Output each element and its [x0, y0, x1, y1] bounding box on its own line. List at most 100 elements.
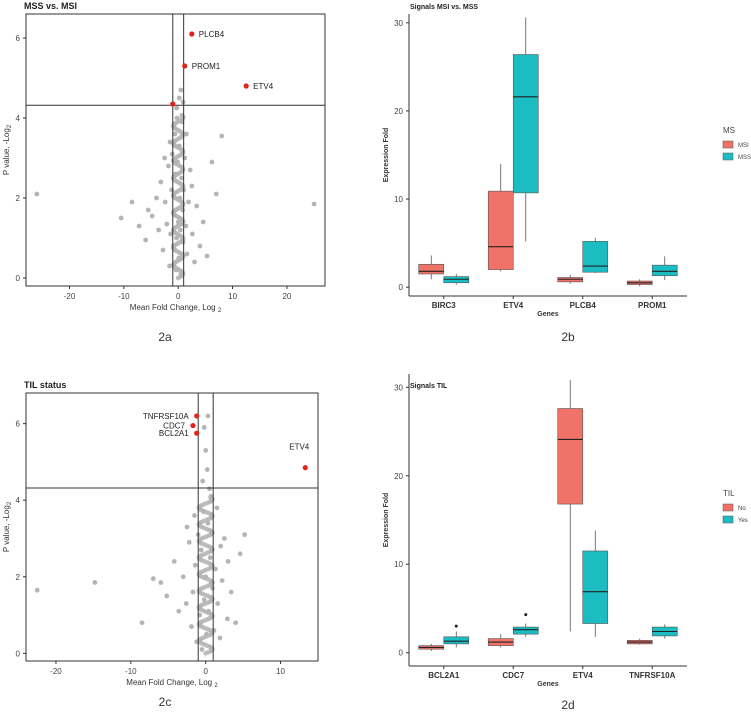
data-point: [177, 227, 183, 233]
y-tick-label: 6: [16, 420, 21, 429]
x-tick-label: ETV4: [573, 671, 594, 680]
legend-title: MS: [723, 126, 735, 135]
data-point: [156, 227, 162, 233]
data-point: [237, 551, 243, 557]
data-point: [225, 559, 231, 564]
chart-title: MSS vs. MSI: [24, 1, 77, 11]
box-yes: [582, 550, 609, 624]
y-tick-label: 10: [394, 195, 403, 204]
x-tick-label: 10: [276, 667, 285, 676]
outlier-point: [454, 624, 458, 628]
y-axis-label: Expression Fold: [383, 493, 390, 547]
chart-title: Signals MSI vs. MSS: [410, 4, 478, 11]
x-tick-label: TNFRSF10A: [629, 671, 675, 680]
highlight-point: [302, 465, 308, 471]
x-axis-label-sub: 2: [214, 683, 218, 689]
data-point: [180, 99, 186, 105]
x-axis-label: Mean Fold Change, Log 2: [126, 678, 218, 689]
highlight-point: [194, 413, 200, 419]
legend-label: MSI: [738, 143, 749, 149]
y-tick-label: 0: [399, 283, 404, 292]
data-point: [158, 179, 164, 185]
legend-swatch-yes: [722, 515, 734, 524]
y-tick-label: 4: [16, 496, 21, 505]
x-tick-label: -10: [125, 667, 137, 676]
highlight-point: [194, 430, 200, 436]
data-point: [139, 620, 145, 626]
data-point: [162, 199, 168, 205]
data-point: [176, 608, 182, 614]
y-tick-label: 2: [16, 573, 21, 582]
data-point: [215, 601, 221, 606]
data-point: [213, 566, 218, 572]
y-tick-label: 6: [16, 34, 21, 43]
data-point: [201, 425, 207, 430]
highlight-label: PLCB4: [199, 30, 225, 39]
data-point: [168, 231, 174, 237]
data-point: [164, 221, 170, 227]
data-point: [207, 486, 212, 492]
plot-frame: [25, 392, 319, 662]
x-tick-label: 20: [282, 292, 291, 301]
data-point: [219, 578, 225, 583]
data-point: [118, 215, 124, 221]
data-point: [228, 589, 234, 595]
legend-label: No: [738, 506, 746, 512]
data-point: [198, 547, 204, 553]
data-point: [169, 151, 175, 157]
data-point: [217, 635, 223, 641]
legend-swatch-msi: [722, 140, 734, 149]
data-point: [174, 105, 179, 111]
data-point: [201, 597, 207, 603]
highlight-point: [190, 422, 196, 429]
data-point: [184, 251, 190, 257]
data-point: [34, 191, 40, 197]
data-point: [187, 167, 193, 173]
panel-caption: 2a: [158, 330, 172, 344]
data-point: [203, 448, 209, 453]
data-point: [189, 183, 195, 189]
data-point: [145, 207, 151, 213]
data-point: [34, 587, 40, 593]
data-point: [208, 495, 214, 500]
data-point: [209, 159, 215, 165]
data-point: [219, 133, 225, 139]
data-point: [311, 201, 317, 207]
box-mss: [582, 241, 609, 273]
highlight-label: CDC7: [163, 422, 185, 431]
data-point: [197, 243, 203, 249]
data-point: [149, 213, 155, 219]
x-axis-label: Genes: [537, 681, 559, 688]
highlight-point: [189, 31, 195, 37]
data-point: [166, 163, 171, 169]
data-point: [222, 536, 227, 541]
y-tick-label: 0: [16, 274, 21, 283]
panel-caption: 2d: [561, 698, 574, 712]
data-point: [172, 131, 178, 137]
box-no: [557, 408, 584, 505]
data-point: [205, 413, 211, 419]
data-point: [179, 175, 184, 181]
legend-swatch-no: [722, 503, 734, 512]
y-axis-label: P value, -Log2: [2, 124, 13, 175]
data-point: [171, 559, 177, 564]
x-tick-label: ETV4: [503, 301, 524, 310]
data-point: [199, 647, 205, 652]
chart-title: Signals TIL: [410, 383, 448, 390]
x-axis-label: Mean Fold Change, Log 2: [130, 303, 222, 314]
x-tick-label: 0: [176, 292, 181, 301]
data-point: [150, 576, 156, 582]
data-point: [200, 478, 206, 484]
data-point: [194, 203, 200, 209]
data-point: [190, 589, 196, 595]
legend-swatch-mss: [722, 152, 734, 161]
data-point: [162, 155, 168, 161]
plot-frame: [25, 13, 326, 287]
data-point: [192, 259, 197, 265]
data-point: [129, 199, 135, 205]
data-point: [143, 237, 149, 243]
data-point: [200, 219, 206, 225]
x-tick-label: PROM1: [638, 301, 667, 310]
highlight-label: BCL2A1: [159, 429, 189, 438]
box-mss: [651, 264, 678, 277]
